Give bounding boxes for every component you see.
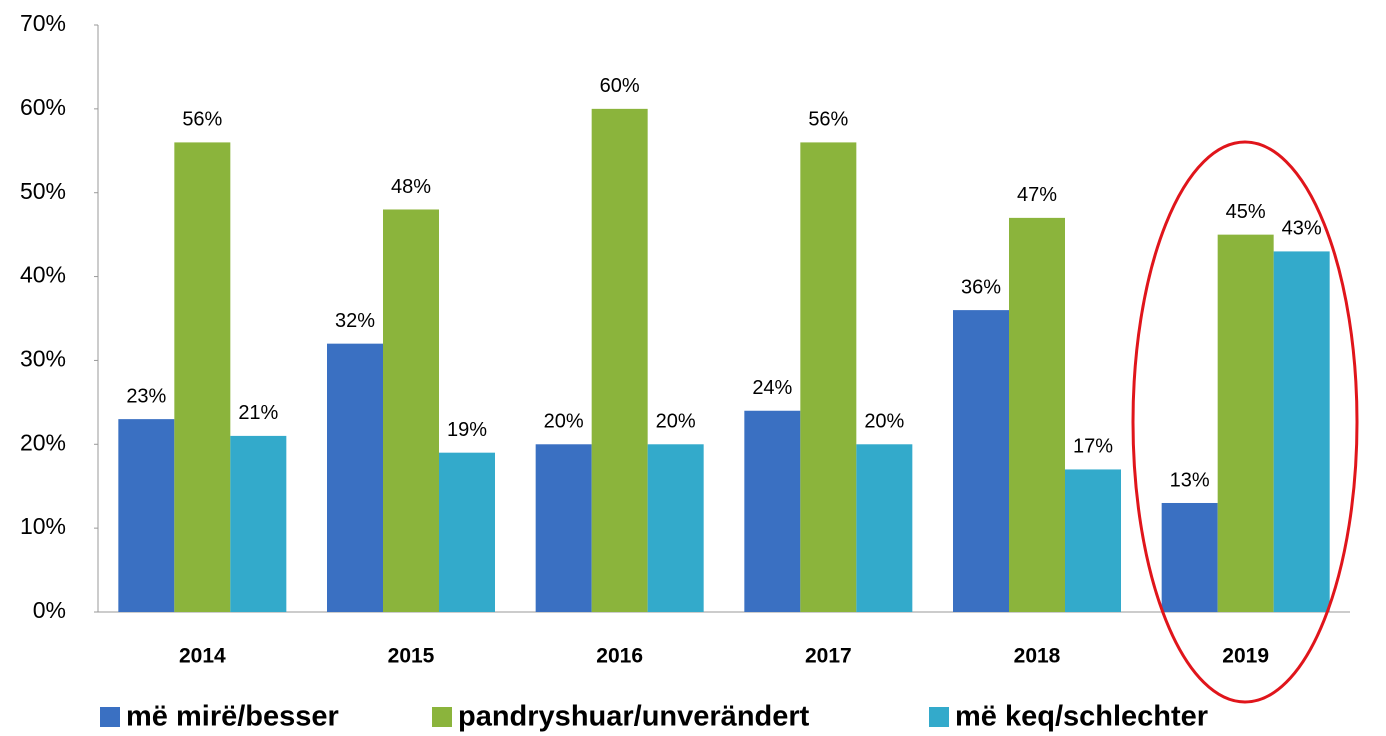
bar <box>535 444 592 612</box>
bar <box>383 209 439 612</box>
value-label: 17% <box>1073 436 1113 458</box>
y-tick-label: 50% <box>20 178 66 204</box>
value-label: 19% <box>447 419 487 441</box>
y-tick-label: 70% <box>20 10 66 36</box>
bar <box>1273 251 1330 612</box>
value-label: 13% <box>1170 469 1210 491</box>
y-tick-label: 40% <box>20 262 66 288</box>
x-tick-label: 2014 <box>179 645 226 668</box>
bar <box>1217 234 1274 612</box>
x-tick-label: 2015 <box>388 645 435 668</box>
value-label: 24% <box>752 377 792 399</box>
value-label: 20% <box>656 411 696 433</box>
x-tick-label: 2017 <box>805 645 852 668</box>
y-tick-label: 20% <box>20 429 66 455</box>
bar <box>800 142 857 612</box>
bar <box>856 444 913 612</box>
bar <box>174 142 231 612</box>
legend-swatch <box>929 707 949 727</box>
bar <box>744 410 801 612</box>
y-tick-label: 30% <box>20 346 66 372</box>
value-label: 20% <box>864 411 904 433</box>
legend: më mirë/besser pandryshuar/unverändert më … <box>100 701 1208 733</box>
bar <box>1009 217 1065 612</box>
legend-label: më keq/schlechter <box>955 701 1208 733</box>
value-label: 56% <box>808 109 848 131</box>
legend-swatch <box>432 707 452 727</box>
y-tick-label: 10% <box>20 513 66 539</box>
bar <box>327 343 383 612</box>
value-label: 21% <box>238 402 278 424</box>
legend-label: pandryshuar/unverändert <box>458 701 810 733</box>
highlight-ellipse <box>1131 140 1359 704</box>
bar <box>230 435 287 612</box>
value-label: 47% <box>1017 184 1057 206</box>
value-label: 43% <box>1282 218 1322 240</box>
legend-label: më mirë/besser <box>126 701 339 733</box>
bar <box>1161 502 1218 612</box>
legend-swatch <box>100 707 120 727</box>
y-tick-label: 60% <box>20 94 66 120</box>
bar <box>647 444 704 612</box>
bar <box>1065 469 1121 612</box>
value-label: 60% <box>600 75 640 97</box>
bar <box>118 419 175 612</box>
x-tick-label: 2018 <box>1014 645 1061 668</box>
value-label: 45% <box>1226 201 1266 223</box>
bar <box>591 108 648 612</box>
x-tick-label: 2016 <box>596 645 643 668</box>
value-label: 23% <box>126 385 166 407</box>
value-label: 48% <box>391 176 431 198</box>
value-label: 20% <box>544 411 584 433</box>
value-label: 56% <box>182 109 222 131</box>
y-tick-label: 0% <box>33 597 66 623</box>
value-label: 36% <box>961 276 1001 298</box>
value-label: 32% <box>335 310 375 332</box>
x-tick-label: 2019 <box>1222 645 1269 668</box>
bar <box>953 310 1009 612</box>
bar <box>439 452 495 612</box>
plot: 0% 10% 20% 30% 40% 50% 60% 70% 2014 23% 56% 21% 2015… <box>20 10 1330 668</box>
